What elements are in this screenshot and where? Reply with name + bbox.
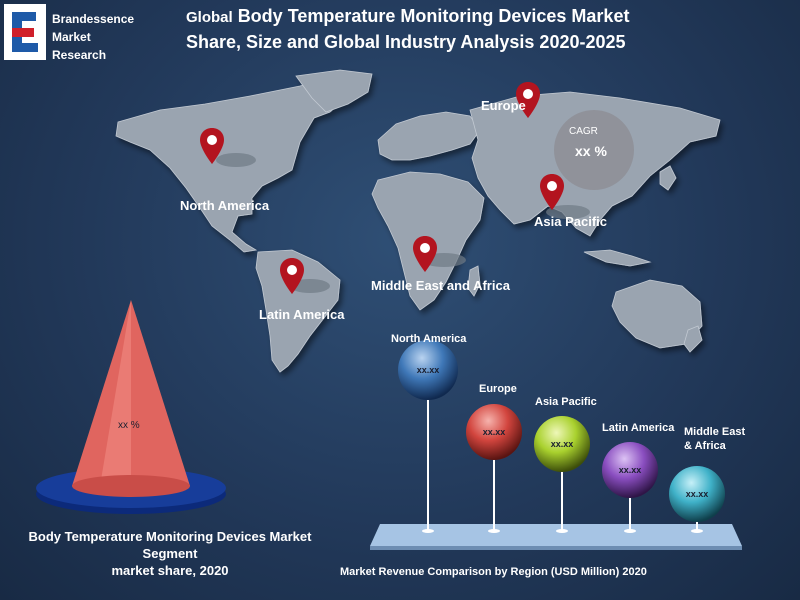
brand-logo: Brandessence Market Research	[4, 4, 150, 62]
revenue-caption: Market Revenue Comparison by Region (USD…	[340, 566, 647, 578]
ball-label-north-america: North America	[391, 333, 467, 345]
market-share-cone	[36, 300, 226, 514]
madagascar-shape	[467, 265, 481, 297]
segment-caption-line-1: Body Temperature Monitoring Devices Mark…	[28, 529, 312, 544]
new-zealand-shape	[683, 325, 703, 353]
ball-asia-pacific	[534, 416, 590, 472]
logo-mark-icon	[4, 4, 46, 60]
logo-line-1: Brandessence	[52, 12, 135, 26]
greenland-shape	[295, 69, 373, 113]
map-pin-icon-europe	[516, 82, 540, 118]
cone-value: xx %	[118, 420, 140, 431]
ball-value-latin-america: xx.xx	[618, 465, 642, 475]
logo-text: Brandessence Market Research	[52, 10, 134, 64]
ball-label-middle-east-line-1: Middle East	[684, 426, 746, 438]
map-label-asia-pacific: Asia Pacific	[534, 214, 607, 229]
ball-label-middle-east-line-2: & Africa	[684, 440, 726, 452]
map-label-latin-america: Latin America	[259, 307, 345, 322]
title-line-2: Share, Size and Global Industry Analysis…	[186, 32, 626, 52]
ball-middle-east-africa	[669, 466, 725, 522]
title-prefix: Global	[186, 9, 233, 26]
ball-value-europe: xx.xx	[482, 427, 506, 437]
map-label-middle-east-africa: Middle East and Africa	[371, 278, 510, 293]
map-pin-icon-asia-pacific	[540, 174, 564, 210]
ball-latin-america	[602, 442, 658, 498]
cagr-label: CAGR	[569, 126, 598, 137]
ball-label-europe: Europe	[479, 383, 517, 395]
revenue-platform	[370, 396, 742, 550]
japan-shape	[659, 165, 677, 191]
europe-shape	[377, 111, 481, 161]
ball-north-america	[398, 340, 458, 400]
logo-line-3: Research	[52, 48, 107, 62]
indonesia-shape	[583, 249, 652, 267]
ball-label-middle-east-africa: Middle East & Africa	[684, 425, 745, 453]
cagr-value: xx %	[575, 143, 607, 159]
ball-value-middle-east-africa: xx.xx	[685, 489, 709, 499]
title-line-1: Body Temperature Monitoring Devices Mark…	[237, 6, 630, 26]
map-pin-icon-latin-america	[280, 258, 304, 294]
map-pin-icon-middle-east-africa	[413, 236, 437, 272]
segment-caption: Body Temperature Monitoring Devices Mark…	[0, 528, 340, 579]
cagr-circle	[554, 110, 634, 190]
ball-label-latin-america: Latin America	[602, 422, 675, 434]
ball-value-asia-pacific: xx.xx	[550, 439, 574, 449]
segment-caption-line-3: market share, 2020	[111, 563, 229, 578]
page-title: Global Body Temperature Monitoring Devic…	[186, 4, 706, 54]
map-pin-icon-north-america	[200, 128, 224, 164]
map-label-north-america: North America	[180, 198, 270, 213]
map-label-europe: Europe	[481, 98, 526, 113]
ball-europe	[466, 404, 522, 460]
ball-label-asia-pacific: Asia Pacific	[535, 396, 597, 408]
logo-line-2: Market	[52, 30, 91, 44]
segment-caption-line-2: Segment	[142, 546, 198, 561]
ball-value-north-america: xx.xx	[416, 365, 440, 375]
